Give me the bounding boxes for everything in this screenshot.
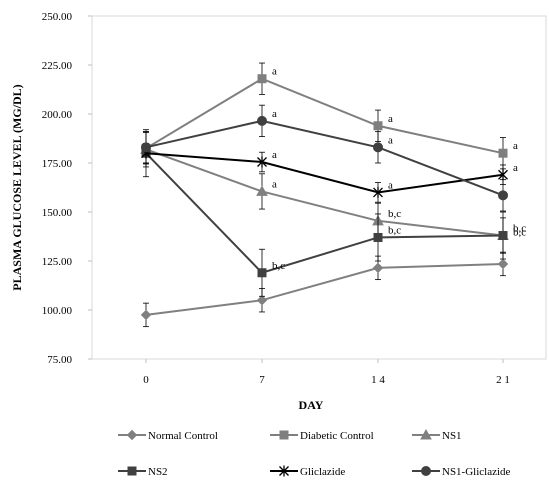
legend-marker (421, 466, 431, 476)
series-line (145, 119, 504, 197)
series-diabetic-control (141, 62, 508, 170)
legend: Normal Control Diabetic Control NS1 NS2 Glic… (118, 428, 511, 478)
data-point (373, 142, 383, 153)
data-point (373, 121, 383, 131)
y-axis-title: PLASMA GLUCOSE LEVEL (MG/DL) (10, 84, 24, 290)
series-ns2 (141, 129, 508, 297)
data-point (498, 169, 508, 181)
legend-item: Gliclazide (270, 465, 345, 478)
annotation-label: a (272, 149, 277, 161)
annotation-label: a (513, 162, 518, 174)
legend-label: Gliclazide (300, 466, 345, 478)
legend-item: NS2 (118, 466, 168, 478)
legend-label: Normal Control (148, 430, 218, 442)
x-axis-title: DAY (299, 398, 324, 412)
annotation-label: b,c (388, 224, 401, 236)
series-line (145, 77, 504, 155)
legend-label: NS2 (148, 466, 168, 478)
series-normal-control (140, 251, 509, 328)
legend-item: Normal Control (118, 429, 218, 442)
annotation-label: a (388, 134, 393, 146)
plot-frame (91, 15, 547, 360)
legend-item: Diabetic Control (270, 430, 374, 442)
x-tick-label: 7 (259, 374, 265, 386)
annotation-label: a (272, 66, 277, 78)
series-ns1 (140, 131, 509, 254)
annotation-label: a (388, 113, 393, 125)
legend-label: NS1-Gliclazide (442, 466, 511, 478)
legend-label: Diabetic Control (300, 430, 374, 442)
y-tick-label: 100.00 (42, 305, 73, 317)
annotation-label: a (388, 179, 393, 191)
series-line (145, 152, 504, 194)
data-point (257, 156, 267, 168)
y-tick-label: 225.00 (42, 60, 73, 72)
annotation-label: b,c (513, 223, 526, 235)
data-point (256, 294, 268, 306)
annotation-label: b,c (388, 208, 401, 220)
data-point (141, 142, 151, 153)
series-line (145, 152, 504, 274)
data-point (373, 232, 383, 242)
data-point (373, 186, 383, 198)
data-point (498, 231, 508, 241)
data-point (498, 190, 508, 201)
data-point (257, 115, 267, 126)
y-tick-label: 175.00 (42, 158, 73, 170)
annotation-label: a (272, 108, 277, 120)
series-ns1-gliclazide (141, 104, 508, 212)
y-tick-label: 250.00 (42, 11, 73, 23)
annotation-label: b,c (513, 226, 526, 238)
legend-marker (126, 429, 138, 441)
y-tick-label: 150.00 (42, 207, 73, 219)
x-tick-label: 1 4 (371, 374, 385, 386)
data-point (498, 148, 508, 158)
annotation-label: a (272, 178, 277, 190)
y-tick-label: 75.00 (47, 354, 72, 366)
legend-marker (420, 428, 432, 440)
data-point (372, 262, 384, 274)
y-tick-label: 200.00 (42, 109, 73, 121)
annotation-label: a (513, 140, 518, 152)
data-point (140, 309, 152, 321)
series-line (145, 262, 504, 316)
legend-item: NS1 (412, 428, 462, 442)
data-point (257, 268, 267, 278)
legend-marker (127, 466, 137, 476)
x-tick-label: 2 1 (496, 374, 510, 386)
data-point (497, 258, 509, 270)
series-line (145, 148, 504, 237)
data-point (257, 74, 267, 84)
data-point (256, 185, 268, 196)
legend-marker (279, 430, 289, 440)
x-tick-label: 0 (143, 374, 149, 386)
annotation-label: b,c (272, 260, 285, 272)
plot-area: 75.00 100.00 125.00 150.00 175.00 200.00 225.0… (42, 11, 547, 386)
y-tick-label: 125.00 (42, 256, 73, 268)
series-gliclazide (141, 142, 508, 203)
legend-marker (279, 465, 289, 477)
legend-item: NS1-Gliclazide (412, 466, 511, 478)
legend-label: NS1 (442, 430, 462, 442)
